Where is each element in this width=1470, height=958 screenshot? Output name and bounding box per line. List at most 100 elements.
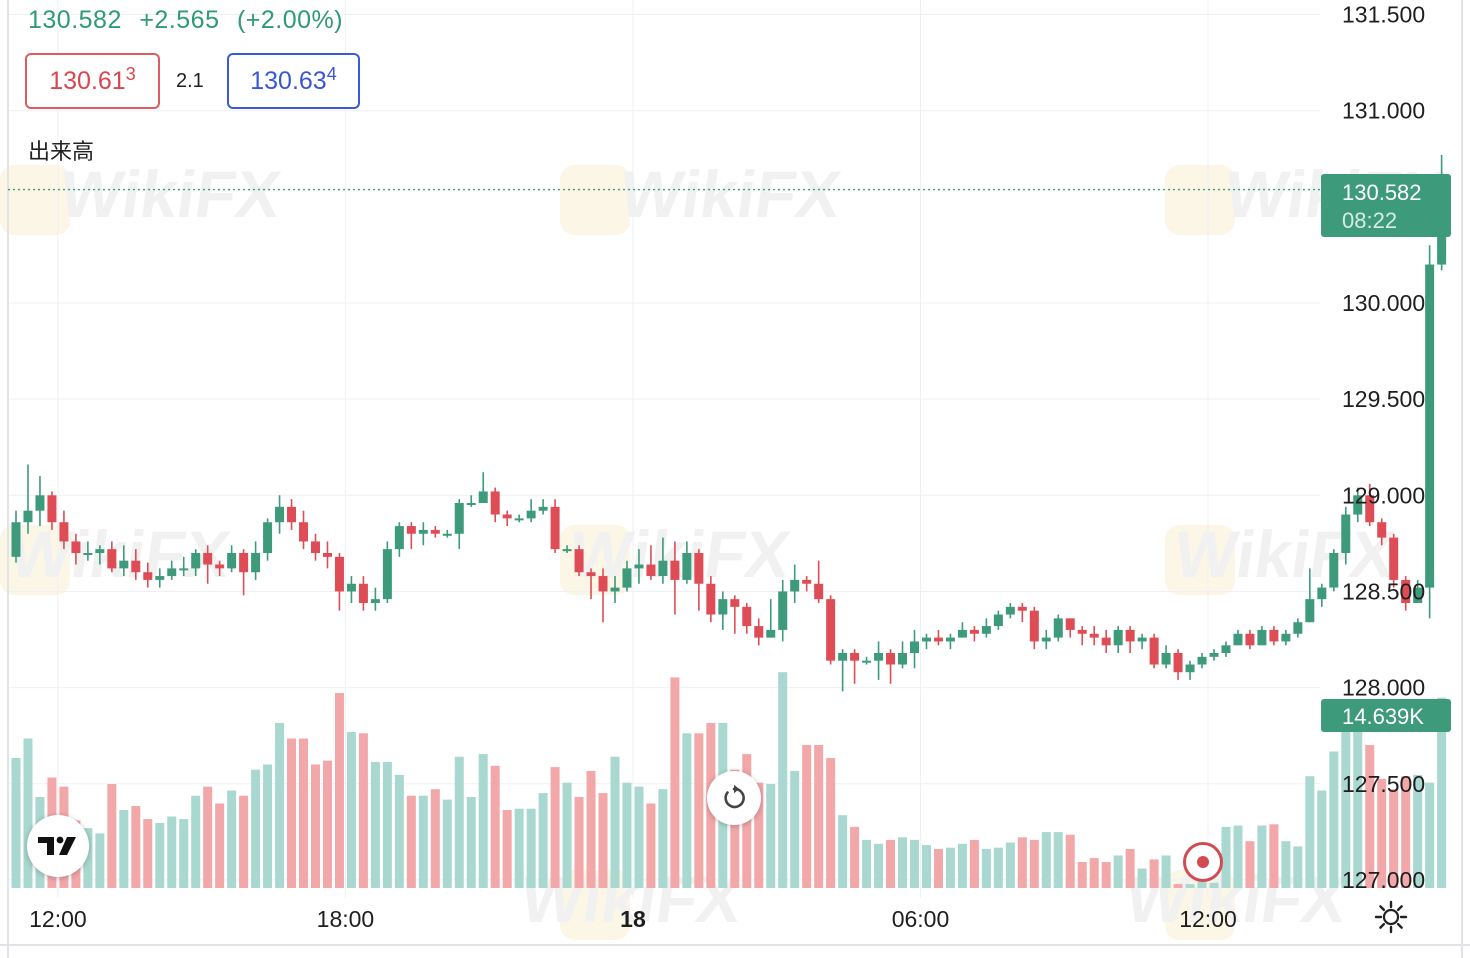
volume-bar xyxy=(191,795,201,888)
candle xyxy=(71,533,81,565)
candle xyxy=(454,499,464,550)
candle-body xyxy=(694,552,704,584)
candle-body xyxy=(179,568,189,571)
candle xyxy=(275,495,285,534)
candle xyxy=(1257,626,1267,646)
volume-bar xyxy=(1113,855,1123,888)
candle-body xyxy=(442,533,452,536)
bid-price-pip: 3 xyxy=(125,63,136,84)
price-tick-label: 129.500 xyxy=(1342,386,1425,412)
volume-bar xyxy=(370,761,380,888)
candle-body xyxy=(59,522,69,542)
volume-bar xyxy=(394,774,404,888)
volume-bar xyxy=(754,782,764,888)
volume-bar xyxy=(1305,776,1315,888)
candle-body xyxy=(598,576,608,592)
volume-bar xyxy=(1401,776,1411,888)
reset-chart-button[interactable] xyxy=(707,771,761,825)
candle-body xyxy=(1041,637,1051,642)
candle-body xyxy=(730,599,740,607)
settings-icon[interactable] xyxy=(1374,900,1408,934)
candle-body xyxy=(933,637,943,642)
volume-bar xyxy=(358,733,368,888)
candle xyxy=(730,595,740,634)
candle xyxy=(1077,626,1087,646)
candle-body xyxy=(394,526,404,550)
candle-body xyxy=(1197,656,1207,665)
volume-bar xyxy=(239,795,249,888)
sell-button[interactable]: 130.61 3 xyxy=(25,53,160,109)
candle-body xyxy=(275,506,285,523)
volume-bar xyxy=(778,672,788,888)
candle xyxy=(107,541,117,573)
candle xyxy=(1053,614,1063,642)
candle xyxy=(382,541,392,603)
candle xyxy=(1173,649,1183,680)
volume-bar xyxy=(1233,825,1243,888)
candle-body xyxy=(1269,629,1279,642)
wikifx-logo-icon xyxy=(1165,525,1235,595)
volume-bar xyxy=(1317,790,1327,888)
candle xyxy=(1125,626,1135,653)
candle-body xyxy=(862,660,872,663)
candle-body xyxy=(322,552,332,557)
volume-bar xyxy=(921,845,931,888)
volume-indicator-label[interactable]: 出来高 xyxy=(28,140,95,165)
candle xyxy=(1305,568,1315,623)
candle xyxy=(814,560,824,603)
volume-bar xyxy=(203,786,213,888)
buy-button[interactable]: 130.63 4 xyxy=(227,53,360,109)
volume-bar xyxy=(215,803,225,888)
volume-bar xyxy=(526,808,536,888)
volume-bar xyxy=(538,793,548,888)
candle xyxy=(215,560,225,577)
candlesticks xyxy=(11,154,1447,692)
candle xyxy=(574,545,584,577)
time-axis[interactable]: 12:00 18:00 18 06:00 12:00 xyxy=(29,906,1237,932)
candle-body xyxy=(382,549,392,600)
candle xyxy=(706,576,716,623)
candle xyxy=(598,568,608,623)
candle xyxy=(778,579,788,642)
volume-bar xyxy=(550,767,560,888)
last-price-badge-countdown: 08:22 xyxy=(1342,208,1397,233)
candle xyxy=(394,522,404,557)
candle xyxy=(1425,245,1435,619)
candle-body xyxy=(874,652,884,661)
candle-body xyxy=(754,626,764,638)
candle xyxy=(155,568,165,588)
candle xyxy=(1089,626,1099,646)
candle xyxy=(550,499,560,553)
volume-bar xyxy=(1149,859,1159,888)
volume-bar xyxy=(1101,862,1111,888)
candle xyxy=(945,633,955,650)
volume-bar xyxy=(874,843,884,888)
record-icon[interactable] xyxy=(1183,842,1223,882)
volume-bar xyxy=(107,784,117,888)
candle-body xyxy=(1317,587,1327,600)
volume-bar xyxy=(886,839,896,888)
volume-bar xyxy=(850,826,860,888)
last-price-badge-price: 130.582 xyxy=(1342,180,1422,205)
candle-body xyxy=(658,560,668,577)
wikifx-logo-icon xyxy=(1165,165,1235,235)
tradingview-logo-icon[interactable] xyxy=(27,815,89,877)
volume-bar xyxy=(1125,849,1135,888)
candle xyxy=(838,649,848,692)
candle-body xyxy=(1005,606,1015,615)
spread-value: 2.1 xyxy=(176,70,204,92)
candle-body xyxy=(1353,495,1363,515)
price-tick-label: 131.500 xyxy=(1342,2,1425,28)
time-tick-label: 06:00 xyxy=(892,906,950,932)
volume-bar xyxy=(814,745,824,888)
price-axis[interactable]: 131.500 131.000 130.000 129.500 129.000 128.5… xyxy=(1342,2,1425,893)
volume-badge xyxy=(1321,699,1451,732)
candle xyxy=(562,545,572,553)
candle xyxy=(466,495,476,507)
volume-bar xyxy=(346,732,356,888)
candle xyxy=(418,522,428,546)
candle xyxy=(670,541,680,615)
candle-body xyxy=(1137,637,1147,642)
volume-bar xyxy=(490,765,500,888)
